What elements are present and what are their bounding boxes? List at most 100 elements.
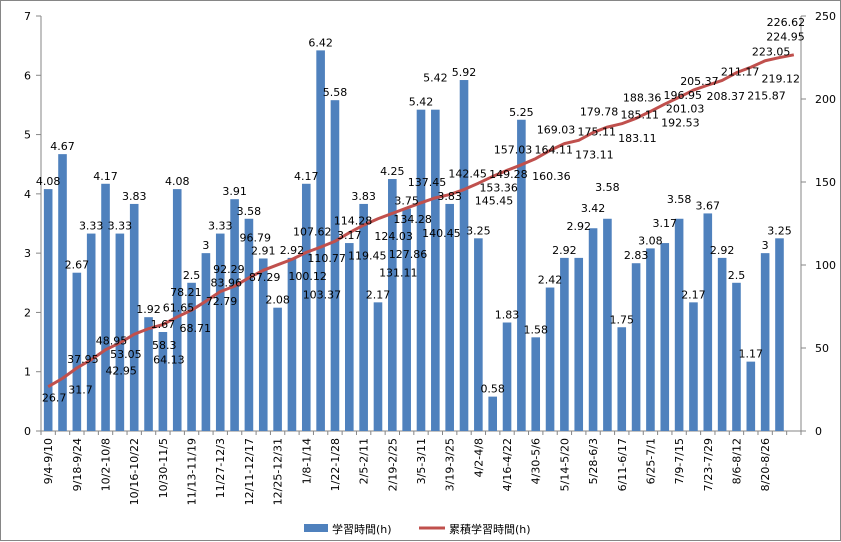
- cumulative-data-label: 183.11: [618, 132, 657, 145]
- bar: [474, 238, 483, 431]
- cumulative-data-label: 78.21: [170, 286, 202, 299]
- x-tick-label: 3/19-3/25: [444, 438, 457, 491]
- x-tick-label: 1/8-1/14: [300, 438, 313, 484]
- bar-data-label: 3.42: [581, 202, 606, 215]
- bar-data-label: 2.92: [552, 244, 577, 257]
- bar-data-label: 3.17: [653, 217, 678, 230]
- bar: [674, 218, 684, 431]
- left-tick-label: 2: [24, 306, 31, 319]
- bar-data-label: 3.58: [667, 193, 692, 206]
- cumulative-data-label: 26.7: [42, 392, 67, 405]
- cumulative-data-label: 64.13: [153, 354, 185, 367]
- bar: [72, 272, 82, 431]
- x-tick-label: 8/6-8/12: [730, 438, 743, 484]
- bar-data-label: 4.25: [380, 165, 405, 178]
- bar: [775, 238, 784, 431]
- bar: [273, 307, 282, 431]
- bar: [86, 233, 96, 431]
- bar-data-label: 2.17: [681, 288, 706, 301]
- cumulative-data-label: 196.95: [664, 89, 703, 102]
- x-tick-label: 4/16-4/22: [501, 438, 514, 491]
- x-tick-label: 1/22-1/28: [329, 438, 342, 491]
- bar-data-label: 3.33: [108, 220, 133, 233]
- x-tick-label: 7/23-7/29: [702, 438, 715, 491]
- left-tick-label: 6: [24, 69, 31, 82]
- x-tick-label: 12/25-12/31: [272, 438, 285, 505]
- cumulative-data-label: 157.03: [494, 143, 533, 156]
- x-tick-label: 10/30-11/5: [157, 438, 170, 498]
- cumulative-data-label: 185.11: [621, 109, 660, 122]
- x-tick-label: 8/20-8/26: [759, 438, 772, 491]
- bar-data-label: 2.67: [65, 259, 90, 272]
- bar: [631, 263, 641, 431]
- legend-label-study-hours: 学習時間(h): [332, 522, 392, 536]
- x-tick-label: 2/19-2/25: [386, 438, 399, 491]
- bar: [301, 183, 311, 431]
- cumulative-data-label: 42.95: [105, 365, 137, 378]
- bar-data-label: 1.58: [523, 323, 548, 336]
- left-tick-label: 7: [24, 10, 31, 23]
- cumulative-data-label: 53.05: [110, 348, 142, 361]
- cumulative-data-label: 124.03: [374, 230, 413, 243]
- bar-data-label: 3: [762, 239, 769, 252]
- bar: [359, 203, 368, 431]
- bar-data-label: 4.08: [165, 175, 190, 188]
- x-tick-label: 4/30-5/6: [530, 438, 543, 484]
- bar-data-label: 2.91: [251, 244, 276, 257]
- bar: [746, 361, 756, 431]
- x-tick-label: 9/4-9/10: [42, 438, 55, 484]
- x-tick-label: 5/28-6/3: [587, 438, 600, 484]
- bar-data-label: 2.17: [366, 288, 391, 301]
- bar: [574, 257, 584, 431]
- cumulative-data-label: 215.87: [747, 90, 786, 103]
- bar-data-label: 3.83: [122, 190, 147, 203]
- bar: [101, 183, 110, 431]
- bar-data-label: 5.42: [423, 72, 448, 85]
- cumulative-data-label: 96.79: [240, 231, 272, 244]
- bar-data-label: 4.17: [294, 170, 319, 183]
- bar: [187, 282, 196, 431]
- bar-data-label: 3: [202, 239, 209, 252]
- x-tick-label: 5/14-5/20: [558, 438, 571, 491]
- bar: [373, 302, 383, 431]
- bar-data-label: 1.92: [136, 303, 161, 316]
- bar: [717, 257, 727, 431]
- bar: [43, 189, 53, 431]
- cumulative-data-label: 145.45: [475, 195, 514, 208]
- right-tick-label: 250: [815, 10, 836, 23]
- right-tick-label: 100: [815, 259, 836, 272]
- cumulative-data-label: 226.62: [767, 16, 806, 29]
- x-tick-label: 6/11-6/17: [616, 438, 629, 491]
- bar: [459, 80, 469, 432]
- x-tick-label: 11/27-12/3: [214, 438, 227, 498]
- bar-data-label: 3.17: [337, 229, 362, 242]
- cumulative-data-label: 219.12: [762, 72, 801, 85]
- cumulative-data-label: 58.3: [152, 339, 177, 352]
- cumulative-data-label: 175.11: [577, 125, 616, 138]
- cumulative-data-label: 119.45: [348, 250, 387, 263]
- bar-data-label: 3.83: [437, 190, 462, 203]
- cumulative-data-label: 37.95: [67, 353, 99, 366]
- bar: [244, 218, 254, 431]
- bar: [416, 109, 426, 432]
- x-tick-label: 6/25-7/1: [644, 438, 657, 484]
- bar: [287, 257, 297, 431]
- bar: [330, 100, 340, 431]
- bar: [488, 396, 497, 431]
- cumulative-data-label: 153.36: [479, 181, 518, 194]
- bar-data-label: 4.67: [50, 140, 75, 153]
- bar-data-label: 2.42: [538, 274, 563, 287]
- x-tick-label: 3/5-3/11: [415, 438, 428, 484]
- bar: [517, 119, 526, 431]
- bar-data-label: 2.92: [566, 220, 591, 233]
- cumulative-data-label: 110.77: [307, 252, 346, 265]
- cumulative-data-label: 68.71: [179, 322, 211, 335]
- bar: [617, 327, 627, 431]
- cumulative-data-label: 100.12: [288, 270, 327, 283]
- bar-data-label: 5.25: [509, 106, 534, 119]
- right-tick-label: 50: [815, 342, 829, 355]
- right-tick-label: 200: [815, 93, 836, 106]
- bar-data-label: 1.83: [495, 309, 520, 322]
- bar-data-label: 2.83: [624, 249, 649, 262]
